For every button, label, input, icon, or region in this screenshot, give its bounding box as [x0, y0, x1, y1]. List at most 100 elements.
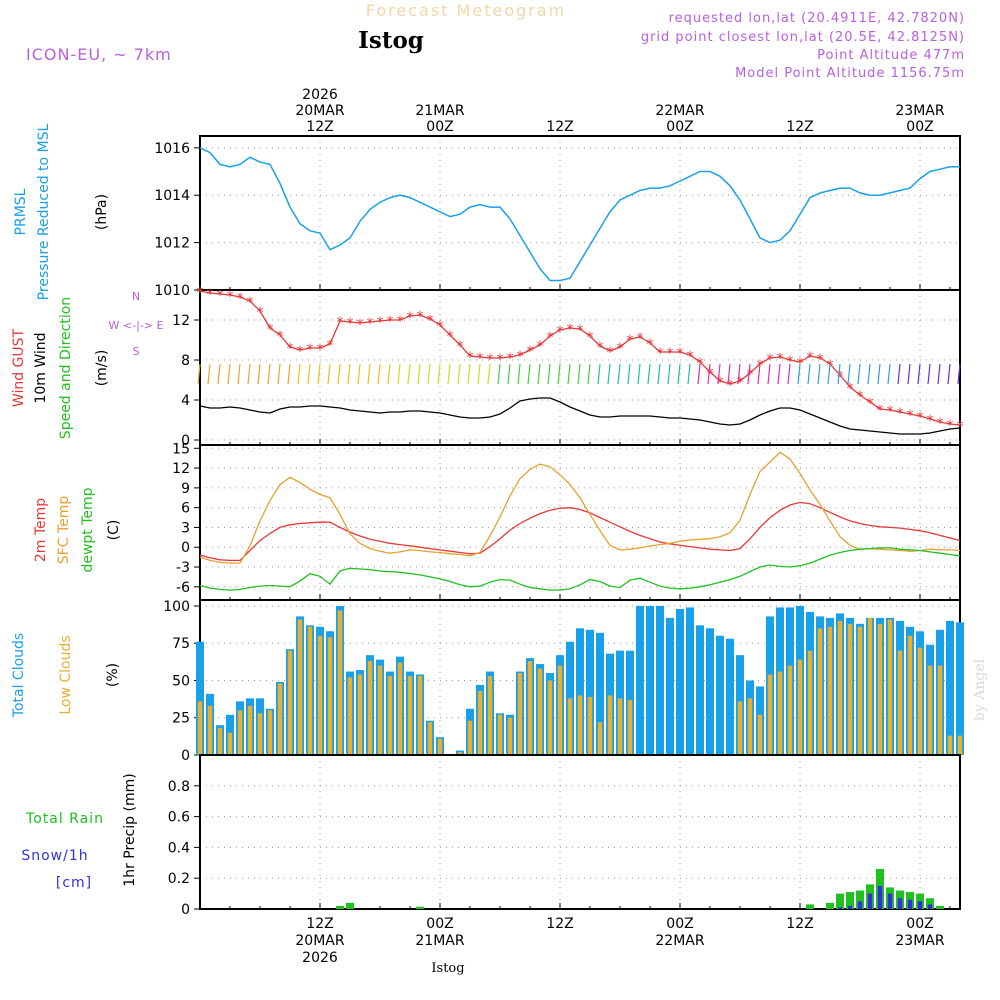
compass-we: W <-|-> E	[109, 319, 164, 332]
ytick-label: 25	[172, 711, 190, 727]
temp-sfc-label: SFC Temp	[56, 496, 72, 565]
bar-total-rain	[416, 906, 424, 909]
wind-direction-arrow	[437, 363, 441, 385]
wind-direction-arrow	[347, 363, 351, 385]
wind-direction-arrow	[867, 363, 871, 385]
pressure-label-2: Pressure Reduced to MSL	[36, 123, 52, 300]
gust-marker: *	[667, 346, 674, 362]
gust-marker: *	[707, 366, 714, 382]
bar-low-clouds	[357, 674, 363, 755]
grid-point-coords: grid point closest lon,lat (20.5E, 42.81…	[641, 30, 965, 45]
gust-marker: *	[947, 418, 954, 434]
wind-direction-arrow	[567, 363, 571, 385]
bar-low-clouds	[267, 710, 273, 755]
precip-units: 1hr Precip (mm)	[122, 773, 138, 886]
gust-marker: *	[207, 287, 214, 303]
gust-marker: *	[917, 410, 924, 426]
wind-direction-arrow	[527, 363, 531, 385]
gust-marker: *	[737, 375, 744, 391]
gust-marker: *	[887, 404, 894, 420]
wind-direction-arrow	[917, 363, 921, 385]
gust-marker: *	[367, 316, 374, 332]
bar-low-clouds	[347, 677, 353, 755]
gust-marker: *	[597, 340, 604, 356]
ytick-label: 0.8	[168, 779, 190, 795]
bar-low-clouds	[747, 698, 753, 755]
wind-direction-arrow	[947, 363, 951, 385]
wind-direction-arrow	[467, 363, 471, 385]
bar-low-clouds	[217, 728, 223, 755]
bar-total-clouds	[726, 638, 734, 755]
gust-marker: *	[587, 330, 594, 346]
gust-marker: *	[807, 350, 814, 366]
bar-low-clouds	[907, 635, 913, 755]
gust-marker: *	[357, 317, 364, 333]
clouds-low-label: Low Clouds	[58, 635, 74, 714]
bar-low-clouds	[257, 713, 263, 755]
bar-low-clouds	[937, 665, 943, 755]
ytick-label: 6	[181, 501, 190, 517]
bar-low-clouds	[387, 676, 393, 755]
bar-total-clouds	[636, 605, 644, 755]
gust-marker: *	[227, 289, 234, 305]
bottom-time-label: 23MAR	[895, 933, 944, 949]
bar-low-clouds	[227, 732, 233, 755]
wind-direction-arrow	[427, 363, 431, 385]
gust-marker: *	[347, 316, 354, 332]
bar-low-clouds	[857, 626, 863, 755]
clouds-total-label: Total Clouds	[11, 633, 27, 718]
panel-pressure: 1010 1012 1014 1016	[154, 135, 961, 299]
top-time-label: 00Z	[666, 119, 693, 135]
gust-marker: *	[607, 345, 614, 361]
wind-direction-arrow	[207, 363, 211, 385]
bar-low-clouds	[437, 738, 443, 755]
bar-total-clouds	[706, 628, 714, 755]
gust-marker: *	[487, 352, 494, 368]
gust-marker: *	[617, 341, 624, 357]
wind-direction-arrow	[907, 363, 911, 385]
gust-marker: *	[437, 319, 444, 335]
gust-marker: *	[957, 419, 964, 435]
gust-marker: *	[517, 349, 524, 365]
gust-marker: *	[507, 351, 514, 367]
bottom-time-label: 00Z	[906, 916, 933, 932]
requested-coords: requested lon,lat (20.4911E, 42.7820N)	[669, 11, 965, 26]
wind-direction-arrow	[447, 363, 451, 385]
bar-low-clouds	[417, 676, 423, 755]
bar-low-clouds	[367, 661, 373, 755]
bar-low-clouds	[867, 617, 873, 755]
wind-direction-arrow	[577, 363, 581, 385]
wind-direction-arrow	[797, 363, 801, 385]
bar-total-clouds	[656, 605, 664, 755]
gust-marker: *	[337, 315, 344, 331]
wind-direction-arrow	[647, 363, 651, 385]
bar-low-clouds	[557, 665, 563, 755]
gust-marker: *	[467, 350, 474, 366]
wind-10m-label: 10m Wind	[33, 332, 49, 403]
bar-low-clouds	[487, 676, 493, 755]
bar-low-clouds	[587, 696, 593, 755]
bar-snow-1h	[907, 899, 913, 909]
bar-total-clouds	[686, 607, 694, 755]
gust-marker: *	[277, 329, 284, 345]
bar-low-clouds	[757, 714, 763, 755]
top-time-label: 20MAR	[295, 103, 344, 119]
bar-low-clouds	[297, 619, 303, 755]
bar-low-clouds	[827, 626, 833, 755]
bottom-time-label: 2026	[302, 950, 338, 966]
ytick-label: 4	[181, 393, 190, 409]
wind-direction-arrow	[937, 363, 941, 385]
bar-low-clouds	[597, 722, 603, 755]
bar-total-rain	[846, 892, 854, 909]
bar-low-clouds	[467, 720, 473, 755]
gust-marker: *	[677, 346, 684, 362]
bottom-time-label: 00Z	[666, 916, 693, 932]
bottom-time-label: 00Z	[426, 916, 453, 932]
series-line-10m-wind	[199, 397, 961, 435]
bar-low-clouds	[207, 705, 213, 755]
wind-direction-arrow	[617, 363, 621, 385]
ytick-label: 50	[172, 673, 190, 689]
gust-marker: *	[547, 330, 554, 346]
